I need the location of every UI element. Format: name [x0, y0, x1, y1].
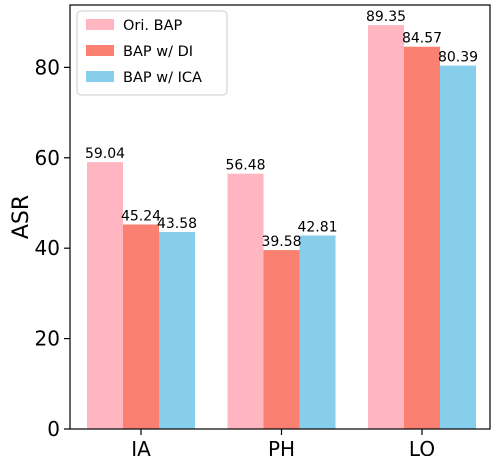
data-label-ph-series-1: 39.58 — [261, 234, 301, 250]
legend-box — [76, 10, 228, 96]
y-tick-label: 60 — [35, 146, 60, 170]
y-tick-label: 40 — [35, 236, 60, 260]
bar-ph-series-1 — [263, 250, 300, 429]
data-label-lo-series-0: 89.35 — [366, 9, 406, 25]
legend: Ori. BAP BAP w/ DI BAP w/ ICA — [76, 10, 228, 96]
data-label-ph-series-2: 42.81 — [297, 219, 337, 235]
data-label-lo-series-2: 80.39 — [438, 50, 478, 66]
y-tick-label: 80 — [35, 55, 60, 79]
bar-lo-series-2 — [440, 65, 476, 430]
x-tick-label-lo: LO — [409, 437, 435, 456]
x-tick-label-ph: PH — [268, 437, 295, 456]
legend-swatch-2 — [86, 71, 114, 82]
y-tick-label: 20 — [35, 327, 60, 351]
axes-layer: 0 20 40 60 80 IA PH LO — [35, 4, 491, 456]
data-labels-layer: 59.04 56.48 89.35 45.24 39.58 84.57 43.58 42.81… — [85, 9, 478, 250]
bar-lo-series-0 — [368, 25, 404, 430]
bar-ia-series-1 — [123, 224, 159, 429]
bar-lo-series-1 — [404, 46, 440, 429]
x-tick-label-ia: IA — [131, 437, 151, 456]
bar-ph-series-2 — [299, 235, 336, 429]
plot-frame — [69, 4, 491, 430]
bar-ia-series-2 — [159, 232, 195, 429]
bar-ph-series-0 — [227, 173, 264, 429]
data-label-ia-series-0: 59.04 — [85, 146, 125, 162]
data-label-lo-series-1: 84.57 — [402, 31, 442, 47]
bars-layer — [87, 25, 476, 430]
data-label-ph-series-0: 56.48 — [225, 158, 265, 174]
legend-label-0: Ori. BAP — [123, 18, 182, 34]
y-tick-label: 0 — [47, 417, 60, 441]
bar-ia-series-0 — [87, 162, 123, 429]
legend-label-2: BAP w/ ICA — [123, 70, 202, 86]
legend-swatch-0 — [86, 19, 114, 30]
legend-swatch-1 — [86, 45, 114, 56]
legend-label-1: BAP w/ DI — [123, 44, 193, 60]
data-label-ia-series-1: 45.24 — [121, 209, 161, 225]
data-label-ia-series-2: 43.58 — [157, 216, 197, 232]
y-axis-title: ASR — [9, 195, 34, 239]
